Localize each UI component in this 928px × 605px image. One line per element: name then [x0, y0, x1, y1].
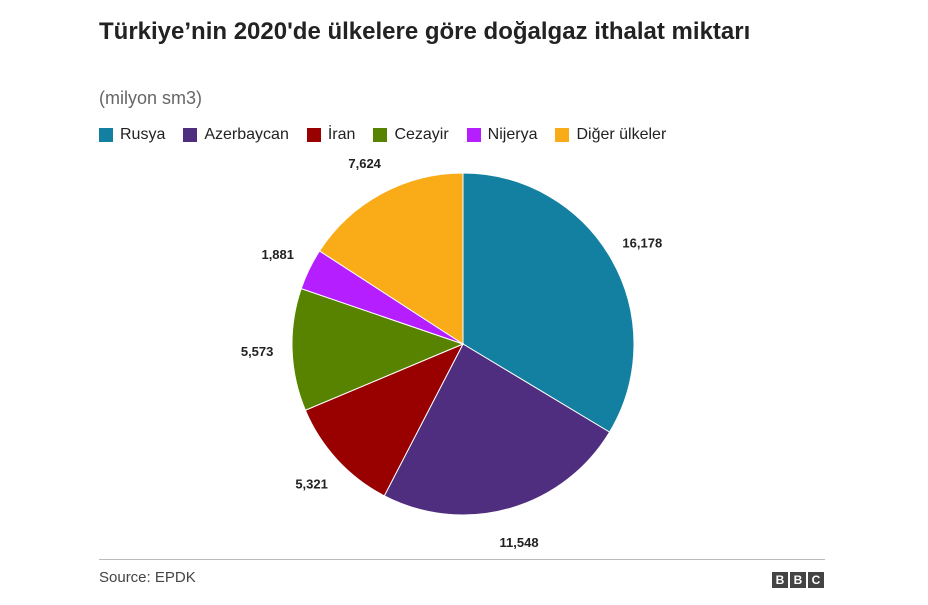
- pie-slice: [318, 172, 464, 345]
- logo-letter: C: [808, 572, 824, 588]
- chart-subtitle: (milyon sm3): [99, 88, 203, 108]
- legend-label: Rusya: [120, 126, 166, 143]
- source-note: Source: EPDK: [99, 569, 196, 586]
- footer-divider: [99, 559, 825, 560]
- slice-value-label: 5,573: [241, 344, 274, 359]
- logo-letter: B: [772, 572, 788, 588]
- legend-label: İran: [327, 126, 356, 143]
- legend-item: Diğer ülkeler: [555, 126, 666, 144]
- legend-swatch: [466, 128, 481, 142]
- legend-label: Azerbaycan: [204, 126, 289, 143]
- legend-label: Nijerya: [487, 126, 538, 143]
- legend: Rusya Azerbaycan İran Cezayir Nijerya Diğer ü…: [99, 126, 684, 144]
- slice-value-label: 1,881: [261, 247, 294, 262]
- slice-value-label: 5,321: [295, 477, 328, 492]
- legend-item: Rusya: [99, 126, 165, 144]
- legend-item: Azerbaycan: [183, 126, 289, 144]
- logo-letter: B: [790, 572, 806, 588]
- legend-label: Diğer ülkeler: [576, 126, 667, 143]
- legend-item: Cezayir: [373, 126, 449, 144]
- pie-slice: [291, 287, 465, 411]
- legend-swatch: [99, 128, 113, 142]
- legend-item: Nijerya: [466, 126, 538, 144]
- legend-swatch: [373, 128, 388, 142]
- legend-swatch: [306, 128, 321, 142]
- legend-item: İran: [306, 126, 356, 144]
- pie-slice: [383, 343, 611, 516]
- slice-value-label: 11,548: [500, 535, 539, 550]
- slice-value-label: 7,624: [348, 156, 381, 171]
- chart-title: Türkiye’nin 2020'de ülkelere göre doğalg…: [99, 18, 751, 45]
- pie-slice: [462, 172, 635, 433]
- slice-value-label: 16,178: [622, 236, 662, 251]
- legend-swatch: [183, 128, 198, 142]
- pie-slice: [304, 343, 465, 497]
- legend-label: Cezayir: [394, 126, 449, 143]
- legend-swatch: [555, 128, 570, 142]
